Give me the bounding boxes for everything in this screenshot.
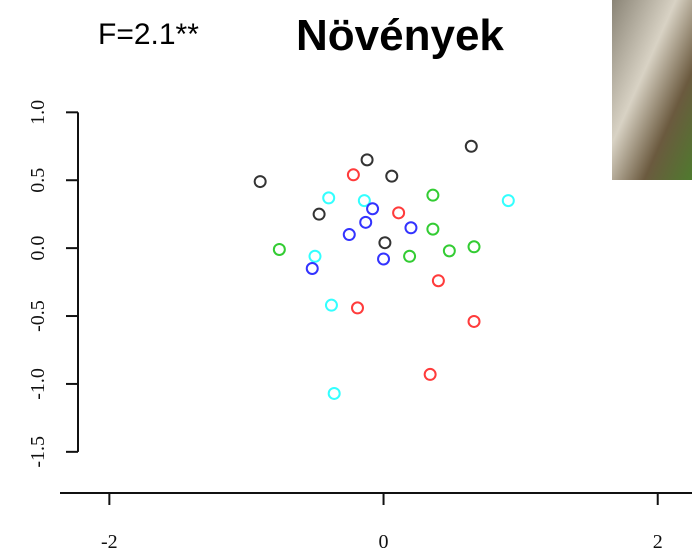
y-tick-label: -1.5 [27,436,49,468]
x-tick-label: 2 [653,531,663,553]
point [378,236,392,250]
point [253,175,267,189]
y-tick-label: 0.0 [27,236,49,261]
y-tick-label: 1.0 [27,100,49,125]
point [467,240,481,254]
y-tick-label: 0.5 [27,168,49,193]
point [385,169,399,183]
point [312,207,326,221]
point [342,228,356,242]
point [431,274,445,288]
point [426,222,440,236]
point [403,249,417,263]
point [360,153,374,167]
point [272,242,286,256]
point [392,206,406,220]
point [366,202,380,216]
x-tick-label: 0 [379,531,389,553]
point [324,298,338,312]
point [350,301,364,315]
point [359,215,373,229]
point [501,194,515,208]
point [357,194,371,208]
point [305,262,319,275]
point [322,191,336,205]
point [308,249,322,263]
x-tick-label: -2 [101,531,118,553]
subtitle: F=2.1** [98,18,199,51]
point [464,139,478,153]
y-tick-label: -0.5 [27,300,49,332]
point [346,168,360,182]
point [467,314,481,328]
point [404,221,418,235]
point [327,386,341,400]
point [442,244,456,258]
point [426,188,440,202]
point [423,367,437,381]
y-tick-label: -1.0 [27,368,49,400]
point [377,252,391,266]
photo [612,0,692,180]
chart-title: Növények [296,11,504,60]
